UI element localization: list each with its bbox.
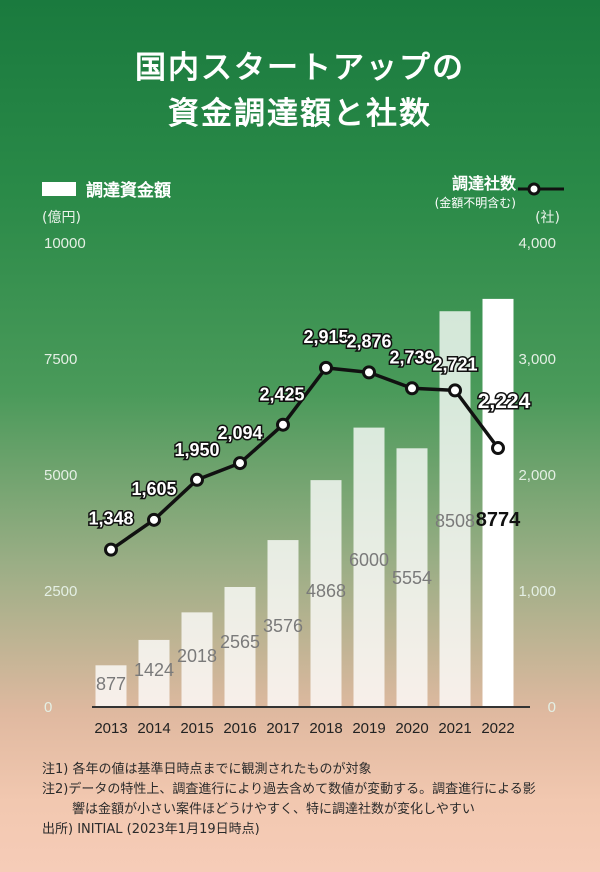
bar-value-label: 2565: [220, 632, 260, 652]
left-axis-tick: 0: [44, 699, 52, 716]
bar-2019: [353, 427, 385, 706]
bar-2020: [396, 448, 428, 706]
right-axis-unit: (社): [535, 210, 560, 226]
x-tick-label: 2019: [352, 720, 385, 737]
line-point-2022: [491, 441, 505, 456]
line-series-path: [110, 366, 500, 552]
note-2: 注2)データの特性上、調査進行により過去含めて数値が変動する。調査進行による影: [42, 782, 536, 797]
bar-value-label: 5554: [392, 568, 432, 588]
line-value-label: 1,348: [88, 509, 133, 529]
x-tick-label: 2022: [481, 720, 514, 737]
line-legend: 調達社数 (金額不明含む): [435, 170, 568, 211]
bar-legend-swatch: [42, 181, 76, 196]
note-2-continued: 響は金額が小さい案件ほどうけやすく、特に調達社数が変化しやすい: [72, 802, 475, 817]
bar-value-label: 1424: [134, 660, 174, 680]
x-tick-label: 2018: [309, 720, 342, 737]
bar-2018: [310, 480, 342, 706]
bar-2021: [439, 311, 471, 706]
chart-title-line1: 国内スタートアップの: [135, 50, 465, 86]
line-value-label: 2,739: [389, 347, 434, 367]
line-legend-sublabel: (金額不明含む): [434, 196, 516, 210]
bar-2016: [224, 586, 256, 706]
line-value-label: 2,425: [259, 385, 304, 405]
line-legend-marker: [518, 182, 564, 196]
x-tick-label: 2015: [180, 720, 213, 737]
line-point-2021: [448, 383, 462, 398]
bar-value-label: 2018: [177, 646, 217, 666]
line-point-2018: [319, 360, 333, 375]
line-value-label: 2,915: [303, 327, 348, 347]
line-value-label: 2,094: [217, 423, 262, 443]
left-axis-tick: 5000: [44, 467, 77, 484]
x-tick-label: 2016: [223, 720, 256, 737]
line-value-label: 2,721: [432, 354, 477, 374]
left-axis-unit: (億円): [42, 210, 81, 226]
right-axis-tick: 1,000: [518, 583, 556, 600]
line-point-2020: [405, 381, 419, 396]
line-point-2014: [147, 512, 161, 527]
left-axis-tick: 10000: [44, 235, 86, 252]
source-note: 出所) INITIAL (2023年1月19日時点): [42, 822, 260, 837]
x-tick-label: 2017: [266, 720, 299, 737]
bar-value-label: 8508: [435, 511, 475, 531]
bar-2017: [267, 540, 299, 706]
line-value-label: 1,605: [131, 479, 176, 499]
bar-2015: [181, 612, 213, 706]
line-value-label: 2,224: [478, 390, 531, 413]
chart-canvas: 0 2500 5000 7500 10000 0 1,000 2,000 3,000 4,000 8…: [44, 235, 556, 737]
line-point-2013: [104, 542, 118, 557]
x-tick-label: 2013: [94, 720, 127, 737]
x-tick-label: 2020: [395, 720, 428, 737]
line-value-label: 1,950: [174, 440, 219, 460]
bar-value-label: 3576: [263, 616, 303, 636]
bar-2014: [138, 639, 170, 706]
notes: 注1) 各年の値は基準日時点までに観測されたものが対象 注2)データの特性上、調…: [42, 760, 582, 840]
left-axis-tick: 7500: [44, 351, 77, 368]
bar-2022: [482, 298, 514, 706]
line-legend-label: 調達社数: [451, 174, 516, 193]
bar-value-label: 877: [96, 674, 126, 694]
line-point-2017: [276, 417, 290, 432]
note-1: 注1) 各年の値は基準日時点までに観測されたものが対象: [42, 762, 372, 777]
bar-2013: [95, 665, 127, 706]
bar-value-label: 8774: [476, 509, 521, 531]
right-axis-tick: 4,000: [518, 235, 556, 252]
line-value-label: 2,876: [346, 331, 391, 351]
line-point-2015: [190, 472, 204, 487]
right-axis-tick: 3,000: [518, 351, 556, 368]
right-axis-tick: 0: [548, 699, 556, 716]
x-tick-label: 2021: [438, 720, 471, 737]
chart-title-line2: 資金調達額と社数: [168, 96, 432, 132]
x-tick-label: 2014: [137, 720, 170, 737]
bar-value-label: 6000: [349, 550, 389, 570]
line-point-2016: [233, 456, 247, 471]
left-axis-tick: 2500: [44, 583, 77, 600]
line-point-2019: [362, 365, 376, 380]
bar-legend: 調達資金額: [42, 176, 171, 201]
bar-value-label: 4868: [306, 581, 346, 601]
right-axis-tick: 2,000: [518, 467, 556, 484]
bar-legend-label: 調達資金額: [86, 181, 171, 201]
